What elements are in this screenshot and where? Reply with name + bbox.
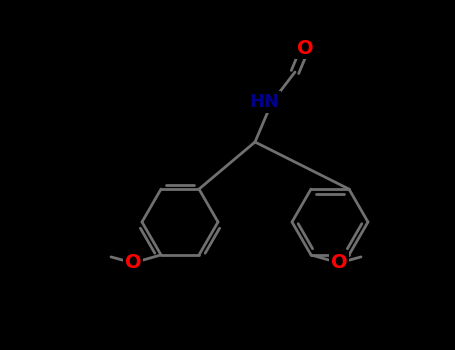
Text: HN: HN	[249, 93, 279, 111]
Text: O: O	[125, 253, 142, 272]
Text: O: O	[331, 253, 347, 272]
Text: O: O	[297, 38, 313, 57]
